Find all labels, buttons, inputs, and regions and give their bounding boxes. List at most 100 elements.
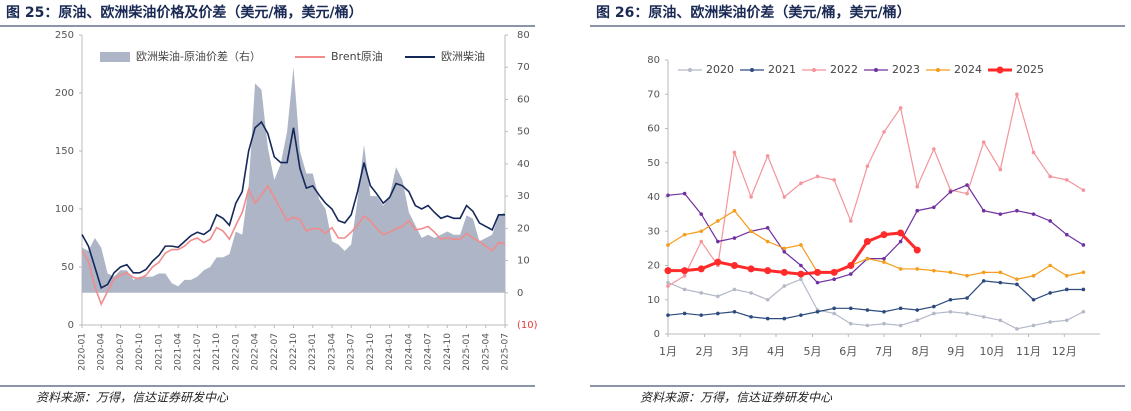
point [782, 316, 787, 321]
point [815, 309, 820, 314]
point [882, 321, 886, 326]
legend-label: 2020 [706, 63, 734, 76]
series-line [667, 280, 1084, 320]
spread-area [82, 67, 505, 293]
y2-tick-label: 60 [517, 94, 530, 105]
point [865, 308, 870, 312]
point [682, 287, 687, 292]
point [1031, 323, 1036, 328]
x-tick-label: 2025-01 [462, 333, 472, 371]
x-tick-label: 2021-07 [193, 333, 203, 371]
x-tick-label: 10月 [980, 345, 1005, 358]
point [865, 256, 870, 261]
point [716, 239, 720, 244]
point [1048, 263, 1052, 268]
point [832, 311, 836, 316]
x-tick-label: 2025-07 [501, 333, 511, 371]
y2-tick-label: 40 [517, 159, 530, 170]
point [749, 195, 753, 199]
chart-title: 图 25：原油、欧洲柴油价格及价差（美元/桶，美元/桶） [6, 4, 363, 21]
legend-marker [688, 68, 692, 72]
point [998, 280, 1003, 285]
point [865, 164, 870, 168]
point [965, 183, 969, 187]
point [1031, 150, 1036, 155]
y2-tick-label: 80 [517, 30, 530, 41]
legend-label: 欧洲柴油 [441, 49, 485, 63]
point [898, 323, 903, 328]
point [782, 250, 787, 254]
point [664, 267, 672, 275]
point [747, 265, 755, 273]
y-tick-label: 250 [55, 30, 74, 41]
x-tick-label: 2020-10 [135, 333, 145, 371]
point [749, 229, 753, 234]
point [682, 273, 687, 278]
point [832, 306, 836, 311]
point [749, 291, 753, 295]
point [915, 318, 920, 323]
point [897, 229, 905, 237]
point [981, 140, 986, 144]
point [799, 313, 803, 317]
point [915, 267, 920, 271]
x-tick-label: 2021-04 [174, 333, 184, 371]
point [765, 226, 770, 230]
legend-label: 2021 [768, 63, 796, 76]
x-tick-label: 3月 [731, 345, 749, 358]
point [799, 263, 803, 268]
point [749, 315, 753, 319]
point [948, 297, 953, 302]
x-tick-label: 2025-04 [481, 333, 491, 371]
point [1064, 287, 1069, 292]
x-tick-label: 2023-01 [308, 333, 318, 371]
point [932, 304, 936, 309]
legend-label: 2025 [1016, 63, 1044, 76]
y-tick-label: 30 [647, 226, 660, 237]
point [847, 262, 855, 269]
point [932, 205, 936, 210]
point [898, 106, 903, 110]
point [1064, 318, 1069, 323]
point [1015, 92, 1019, 97]
point [932, 268, 936, 273]
point [1081, 287, 1086, 292]
point [714, 258, 722, 266]
point [1031, 212, 1036, 216]
point [1015, 277, 1019, 282]
point [865, 323, 870, 328]
x-tick-label: 9月 [947, 345, 965, 358]
x-tick-label: 4月 [767, 345, 785, 358]
point [998, 167, 1003, 172]
point [898, 306, 903, 311]
x-tick-label: 2020-01 [78, 333, 88, 371]
point [699, 212, 704, 216]
point [732, 236, 737, 240]
legend-marker [936, 68, 940, 72]
point [1015, 208, 1019, 213]
legend-marker [750, 68, 754, 72]
point [1064, 178, 1069, 182]
point [1048, 174, 1052, 179]
series-line [667, 278, 1084, 330]
point [730, 262, 738, 269]
point [782, 195, 787, 199]
x-tick-label: 2024-07 [424, 333, 434, 371]
point [699, 291, 704, 295]
x-tick-label: 2月 [696, 345, 714, 358]
point [880, 231, 888, 239]
point [965, 191, 969, 196]
legend-swatch [100, 52, 130, 62]
point [699, 313, 704, 317]
point [1031, 297, 1036, 302]
x-tick-label: 2024-04 [404, 333, 414, 371]
point [981, 270, 986, 275]
point [799, 243, 803, 247]
y2-tick-label: 10 [517, 256, 530, 267]
point [765, 154, 770, 158]
y2-tick-label: 20 [517, 223, 530, 234]
x-tick-label: 6月 [839, 345, 857, 358]
point [1015, 327, 1019, 331]
point [682, 232, 687, 237]
